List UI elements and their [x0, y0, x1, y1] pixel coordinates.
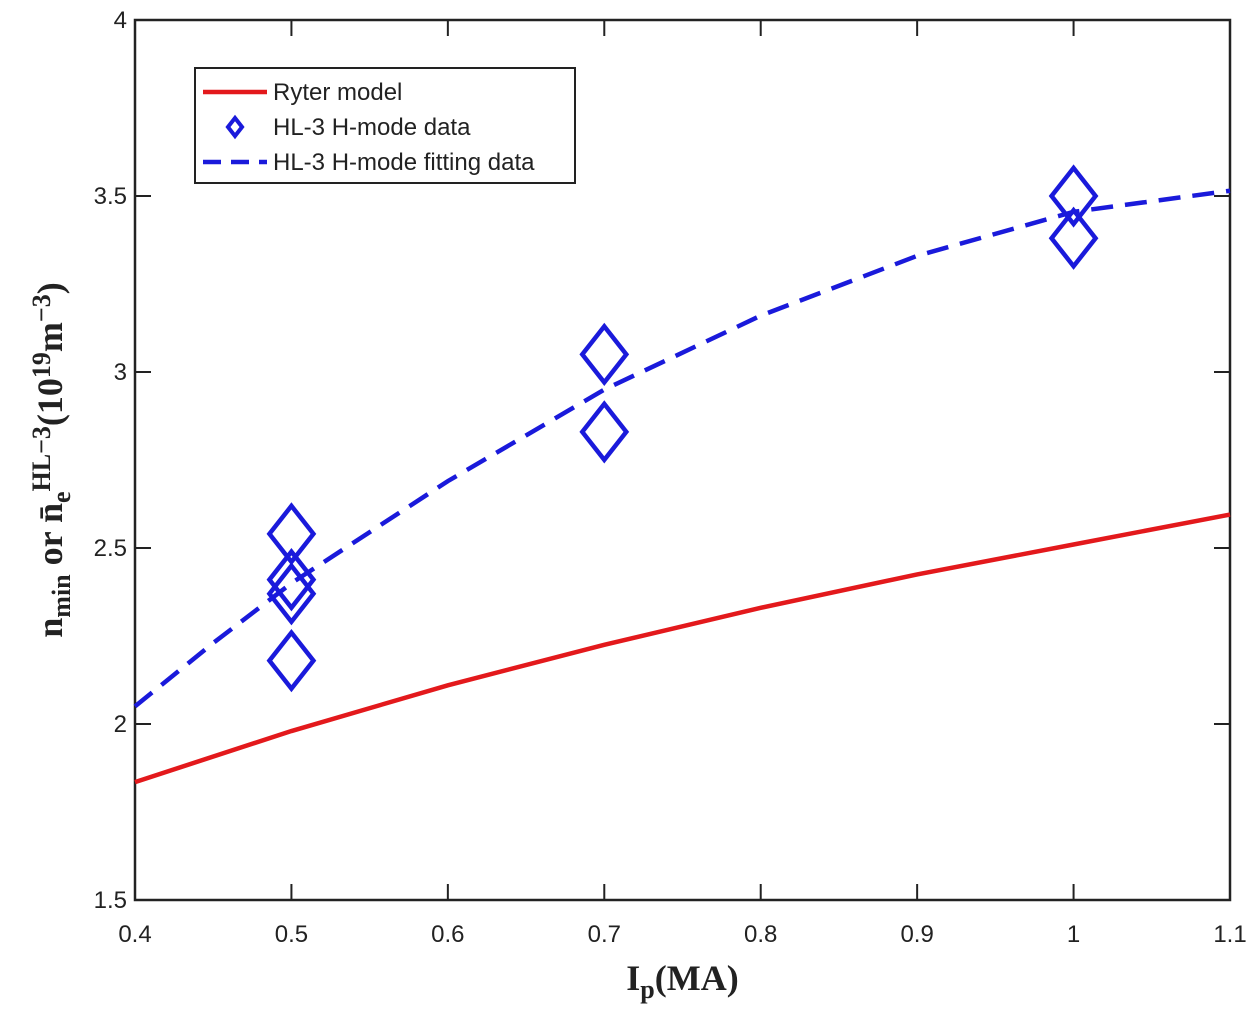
y-axis-label-part: ) [30, 282, 70, 294]
y-tick-label: 3.5 [94, 183, 127, 210]
x-tick-label: 1.1 [1213, 921, 1246, 948]
y-tick-label: 1.5 [94, 887, 127, 914]
y-tick-label: 2.5 [94, 535, 127, 562]
data-point [266, 562, 317, 626]
legend-label: HL-3 H-mode data [273, 114, 471, 141]
x-tick-label: 0.9 [900, 921, 933, 948]
y-axis-label-part: −3 [27, 294, 56, 322]
data-point [579, 322, 630, 387]
x-axis-label-part: p [640, 975, 654, 1004]
x-tick-label: 0.8 [744, 921, 777, 948]
y-axis-label-part: or [30, 523, 70, 574]
y-axis-label-part: min [47, 574, 76, 618]
y-axis-label-part: (10 [30, 378, 70, 426]
x-tick-label: 1 [1067, 921, 1080, 948]
y-axis-label-part: n̄ [30, 503, 70, 523]
x-tick-label: 0.6 [431, 921, 464, 948]
x-tick-label: 0.5 [275, 921, 308, 948]
y-axis-label-part: m [30, 322, 70, 352]
y-axis-label-part: e [47, 491, 76, 503]
x-axis-label: Ip(MA) [626, 958, 738, 1004]
legend-label: Ryter model [273, 79, 402, 106]
data-point [266, 548, 317, 612]
y-axis-label-part: HL−3 [27, 426, 56, 491]
y-axis-label-part: 19 [27, 352, 56, 378]
legend-box [194, 67, 576, 184]
x-axis-label-part: I [626, 958, 640, 998]
y-tick-label: 3 [114, 359, 127, 386]
data-point [1048, 206, 1099, 270]
legend-swatch [225, 114, 245, 140]
y-tick-label: 2 [114, 711, 127, 738]
legend-label: HL-3 H-mode fitting data [273, 149, 535, 176]
x-tick-label: 0.7 [588, 921, 621, 948]
data-point [266, 502, 317, 566]
data-point [1048, 164, 1099, 228]
series-line [134, 512, 1231, 785]
data-point [579, 400, 630, 464]
x-axis-label-part: (MA) [655, 958, 739, 998]
y-axis-label: nmin or n̄eHL−3(1019m−3) [27, 282, 75, 638]
y-axis-label-part: n [30, 618, 70, 638]
x-tick-label: 0.4 [118, 921, 151, 948]
y-tick-label: 4 [114, 7, 127, 34]
data-point [266, 628, 317, 693]
